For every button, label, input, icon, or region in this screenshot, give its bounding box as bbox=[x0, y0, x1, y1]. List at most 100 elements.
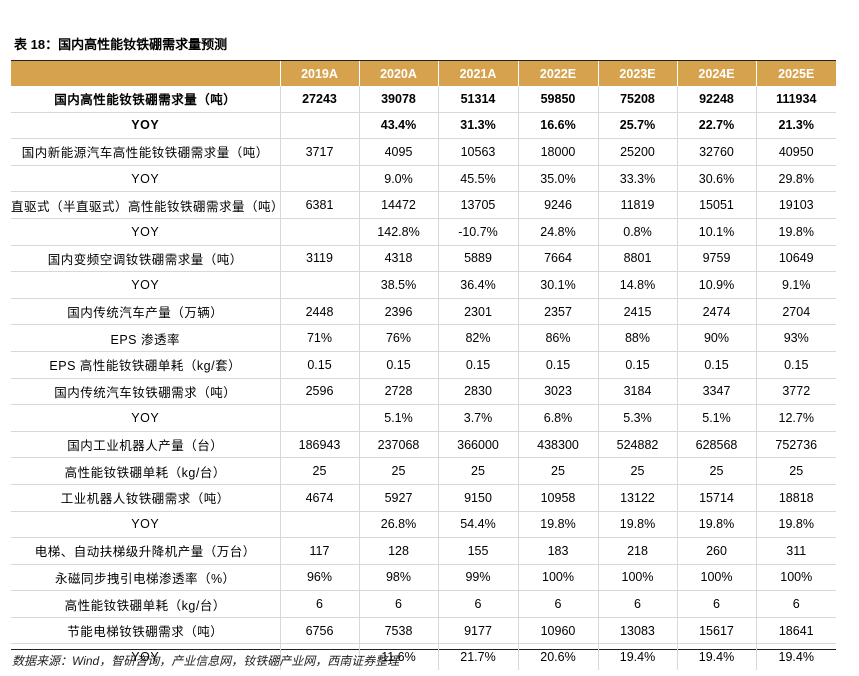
value-cell: 96% bbox=[279, 564, 359, 592]
row-label: YOY bbox=[11, 511, 280, 539]
value-cell: 3.7% bbox=[437, 404, 518, 432]
value-cell: 36.4% bbox=[437, 271, 518, 299]
value-cell: 5889 bbox=[437, 245, 518, 273]
demand-forecast-table-container: 2019A 2020A 2021A 2022E 2023E 2024E 2025… bbox=[11, 60, 836, 671]
value-cell: 311 bbox=[755, 537, 836, 565]
value-cell: 100% bbox=[676, 564, 756, 592]
value-cell: 45.5% bbox=[437, 165, 518, 193]
table-caption: 表 18：国内高性能钕铁硼需求量预测 bbox=[14, 37, 228, 52]
header-cell-2023e: 2023E bbox=[597, 61, 677, 86]
header-cell-2019a: 2019A bbox=[279, 61, 359, 86]
value-cell: 2596 bbox=[279, 378, 359, 406]
value-cell: 71% bbox=[279, 324, 359, 352]
row-label: 直驱式（半直驱式）高性能钕铁硼需求量（吨） bbox=[11, 191, 280, 219]
row-label: 国内变频空调钕铁硼需求量（吨） bbox=[11, 245, 280, 273]
value-cell: 2415 bbox=[597, 298, 677, 326]
value-cell: 438300 bbox=[517, 431, 598, 459]
value-cell: 29.8% bbox=[755, 165, 836, 193]
value-cell: 2301 bbox=[437, 298, 518, 326]
value-cell: 99% bbox=[437, 564, 518, 592]
value-cell: 19.4% bbox=[597, 643, 677, 671]
value-cell: 0.15 bbox=[597, 351, 677, 379]
value-cell: 2474 bbox=[676, 298, 756, 326]
value-cell: 25 bbox=[755, 457, 836, 485]
table-row: 工业机器人钕铁硼需求（吨） 4674 5927 9150 10958 13122 15714… bbox=[11, 484, 836, 512]
value-cell: 15051 bbox=[676, 191, 756, 219]
value-cell: 0.8% bbox=[597, 218, 677, 246]
table-row: YOY 5.1% 3.7% 6.8% 5.3% 5.1% 12.7% bbox=[11, 404, 836, 432]
value-cell bbox=[279, 218, 359, 246]
value-cell: 32760 bbox=[676, 138, 756, 166]
value-cell: 183 bbox=[517, 537, 598, 565]
value-cell: 19.4% bbox=[676, 643, 756, 671]
table-row: 国内变频空调钕铁硼需求量（吨） 3119 4318 5889 7664 8801 9759 1… bbox=[11, 245, 836, 273]
value-cell: 22.7% bbox=[676, 112, 756, 140]
value-cell: 86% bbox=[517, 324, 598, 352]
row-label: 节能电梯钕铁硼需求（吨） bbox=[11, 617, 280, 645]
value-cell: 0.15 bbox=[358, 351, 438, 379]
value-cell: 752736 bbox=[755, 431, 836, 459]
row-label: 国内传统汽车钕铁硼需求（吨） bbox=[11, 378, 280, 406]
table-row: YOY 43.4% 31.3% 16.6% 25.7% 22.7% 21.3% bbox=[11, 112, 836, 140]
value-cell: 25 bbox=[597, 457, 677, 485]
value-cell: 3717 bbox=[279, 138, 359, 166]
value-cell bbox=[279, 404, 359, 432]
table-row: 直驱式（半直驱式）高性能钕铁硼需求量（吨） 6381 14472 13705 9246 1… bbox=[11, 191, 836, 219]
value-cell: 3772 bbox=[755, 378, 836, 406]
value-cell: 2448 bbox=[279, 298, 359, 326]
header-cell-2024e: 2024E bbox=[676, 61, 756, 86]
value-cell: 5.1% bbox=[358, 404, 438, 432]
value-cell: 82% bbox=[437, 324, 518, 352]
value-cell: 366000 bbox=[437, 431, 518, 459]
value-cell: 8801 bbox=[597, 245, 677, 273]
table-header-row: 2019A 2020A 2021A 2022E 2023E 2024E 2025… bbox=[11, 61, 836, 86]
row-label: 国内新能源汽车高性能钕铁硼需求量（吨） bbox=[11, 138, 280, 166]
value-cell: 7538 bbox=[358, 617, 438, 645]
value-cell: 93% bbox=[755, 324, 836, 352]
value-cell: 18641 bbox=[755, 617, 836, 645]
row-label: 高性能钕铁硼单耗（kg/台） bbox=[11, 457, 280, 485]
value-cell: 21.7% bbox=[437, 643, 518, 671]
table-row: YOY 26.8% 54.4% 19.8% 19.8% 19.8% 19.8% bbox=[11, 511, 836, 539]
row-label: YOY bbox=[11, 218, 280, 246]
value-cell: 3119 bbox=[279, 245, 359, 273]
value-cell: 92248 bbox=[676, 86, 756, 113]
value-cell: 19.8% bbox=[597, 511, 677, 539]
demand-forecast-table: 2019A 2020A 2021A 2022E 2023E 2024E 2025… bbox=[11, 61, 836, 671]
row-label: YOY bbox=[11, 112, 280, 140]
row-label: 高性能钕铁硼单耗（kg/台） bbox=[11, 590, 280, 618]
value-cell bbox=[279, 511, 359, 539]
table-row: 国内传统汽车钕铁硼需求（吨） 2596 2728 2830 3023 3184 3347 37… bbox=[11, 378, 836, 406]
value-cell: 6 bbox=[517, 590, 598, 618]
value-cell: 111934 bbox=[755, 86, 836, 113]
value-cell: 19.8% bbox=[755, 218, 836, 246]
value-cell: 15714 bbox=[676, 484, 756, 512]
value-cell: 218 bbox=[597, 537, 677, 565]
value-cell: 19.8% bbox=[755, 511, 836, 539]
value-cell: 90% bbox=[676, 324, 756, 352]
value-cell: 18000 bbox=[517, 138, 598, 166]
value-cell: 13083 bbox=[597, 617, 677, 645]
source-footnote: 数据来源：Wind，智研咨询，产业信息网，钕铁硼产业网，西南证券整理 bbox=[12, 654, 400, 668]
value-cell: 260 bbox=[676, 537, 756, 565]
value-cell: 39078 bbox=[358, 86, 438, 113]
value-cell: 2830 bbox=[437, 378, 518, 406]
value-cell: 19103 bbox=[755, 191, 836, 219]
value-cell: 0.15 bbox=[755, 351, 836, 379]
value-cell: 54.4% bbox=[437, 511, 518, 539]
table-row: YOY 38.5% 36.4% 30.1% 14.8% 10.9% 9.1% bbox=[11, 271, 836, 299]
value-cell: 186943 bbox=[279, 431, 359, 459]
table-row: 高性能钕铁硼单耗（kg/台） 25 25 25 25 25 25 25 bbox=[11, 457, 836, 485]
value-cell: 3023 bbox=[517, 378, 598, 406]
value-cell: 2357 bbox=[517, 298, 598, 326]
row-label: 工业机器人钕铁硼需求（吨） bbox=[11, 484, 280, 512]
header-cell-label bbox=[11, 61, 280, 86]
value-cell: 9.1% bbox=[755, 271, 836, 299]
table-row: 节能电梯钕铁硼需求（吨） 6756 7538 9177 10960 13083 15617 1… bbox=[11, 617, 836, 645]
value-cell: 75208 bbox=[597, 86, 677, 113]
value-cell: 10.1% bbox=[676, 218, 756, 246]
value-cell: 0.15 bbox=[437, 351, 518, 379]
table-row: 永磁同步拽引电梯渗透率（%） 96% 98% 99% 100% 100% 100% 100% bbox=[11, 564, 836, 592]
table-row: 高性能钕铁硼单耗（kg/台） 6 6 6 6 6 6 6 bbox=[11, 590, 836, 618]
value-cell: 142.8% bbox=[358, 218, 438, 246]
